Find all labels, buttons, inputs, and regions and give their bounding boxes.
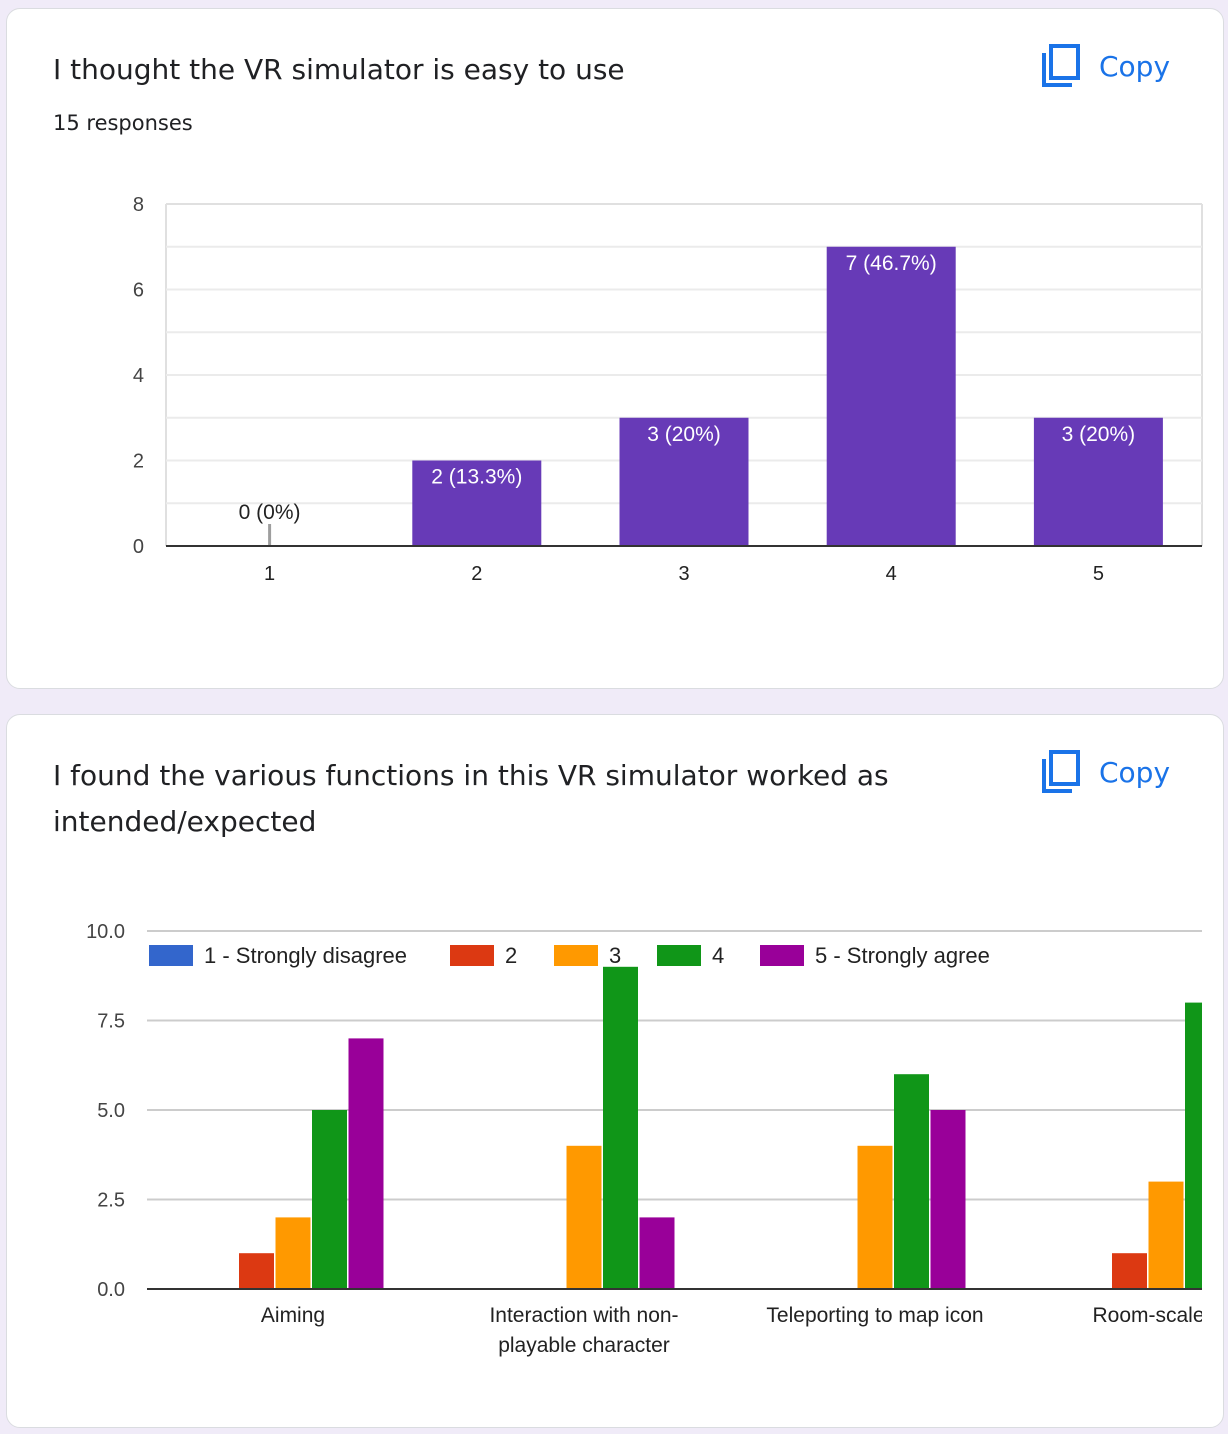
response-bar-chart: 0 2 4 6 8 0 (0%) 1 2 (13.3%) 2 3 (20%) 3 7 (46.7%) 4…: [133, 194, 1203, 585]
legend-label: 2: [505, 943, 517, 968]
question-title: I found the various functions in this VR…: [53, 759, 889, 838]
copy-chart-button[interactable]: Copy: [1041, 43, 1170, 89]
copy-chart-button[interactable]: Copy: [1041, 749, 1170, 795]
x-tick-label: Room-scale mo: [1092, 1304, 1224, 1327]
bar: [312, 1110, 347, 1289]
x-tick-label: 2: [471, 563, 482, 585]
bar: [239, 1253, 274, 1289]
legend-label: 4: [712, 943, 724, 968]
bar: [1112, 1253, 1147, 1289]
bar: [619, 417, 749, 546]
copy-label: Copy: [1099, 755, 1171, 789]
bar: [275, 1217, 311, 1289]
copy-icon: [1042, 750, 1080, 793]
legend-swatch: [450, 945, 494, 966]
y-tick-label: 5.0: [97, 1100, 125, 1122]
x-tick-label: Interaction with non-: [489, 1304, 678, 1327]
bar: [348, 1038, 384, 1289]
legend-label: 5 - Strongly agree: [815, 943, 990, 968]
legend-swatch: [760, 945, 804, 966]
x-tick-label: 1: [264, 563, 275, 585]
x-tick-label: 5: [1093, 563, 1104, 585]
y-tick-label: 7.5: [97, 1011, 125, 1033]
y-tick-label: 6: [133, 280, 144, 302]
y-tick-label: 2.5: [97, 1190, 125, 1212]
copy-icon: [1042, 44, 1080, 87]
bar: [857, 1145, 893, 1289]
copy-label: Copy: [1099, 49, 1171, 83]
legend-swatch: [657, 945, 701, 966]
bar: [603, 966, 638, 1289]
bar: [639, 1217, 675, 1289]
data-label: 2 (13.3%): [431, 466, 522, 489]
data-label: 7 (46.7%): [846, 252, 937, 275]
grouped-bar-chart: 0.0 2.5 5.0 7.5 10.0 Aiming Interaction with n…: [86, 921, 1224, 1357]
response-count: 15 responses: [53, 111, 193, 135]
bar: [412, 460, 542, 546]
bar: [566, 1145, 602, 1289]
x-label-group: Aiming Interaction with non-playable char…: [261, 1304, 1224, 1357]
question-card-ease-of-use: I thought the VR simulator is easy to us…: [6, 8, 1224, 689]
y-tick-label: 0.0: [97, 1279, 125, 1301]
y-tick-label: 4: [133, 365, 144, 387]
legend-label: 1 - Strongly disagree: [204, 943, 407, 968]
bar: [894, 1074, 929, 1289]
y-tick-label: 8: [133, 194, 144, 216]
bar: [826, 246, 956, 546]
question-title: I thought the VR simulator is easy to us…: [53, 53, 625, 86]
data-label: 3 (20%): [647, 423, 721, 446]
legend-swatch: [554, 945, 598, 966]
x-tick-label: Teleporting to map icon: [766, 1304, 983, 1327]
y-tick-label: 2: [133, 451, 144, 473]
bar: [930, 1110, 966, 1289]
x-tick-label: playable character: [498, 1334, 670, 1357]
x-tick-label: Aiming: [261, 1304, 325, 1327]
y-tick-label: 10.0: [86, 921, 125, 943]
bar: [1185, 1002, 1202, 1289]
data-label: 0 (0%): [239, 501, 301, 524]
y-tick-label: 0: [133, 536, 144, 558]
bar-group: [239, 966, 1202, 1289]
legend-swatch: [149, 945, 193, 966]
legend-label: 3: [609, 943, 621, 968]
bar: [1033, 417, 1163, 546]
x-tick-label: 4: [886, 563, 897, 585]
bar: [1148, 1181, 1184, 1289]
x-tick-label: 3: [678, 563, 689, 585]
question-card-functions: I found the various functions in this VR…: [6, 714, 1224, 1428]
legend: 1 - Strongly disagree 2 3 4 5 - Strongly agr…: [149, 943, 990, 968]
data-label: 3 (20%): [1062, 423, 1136, 446]
